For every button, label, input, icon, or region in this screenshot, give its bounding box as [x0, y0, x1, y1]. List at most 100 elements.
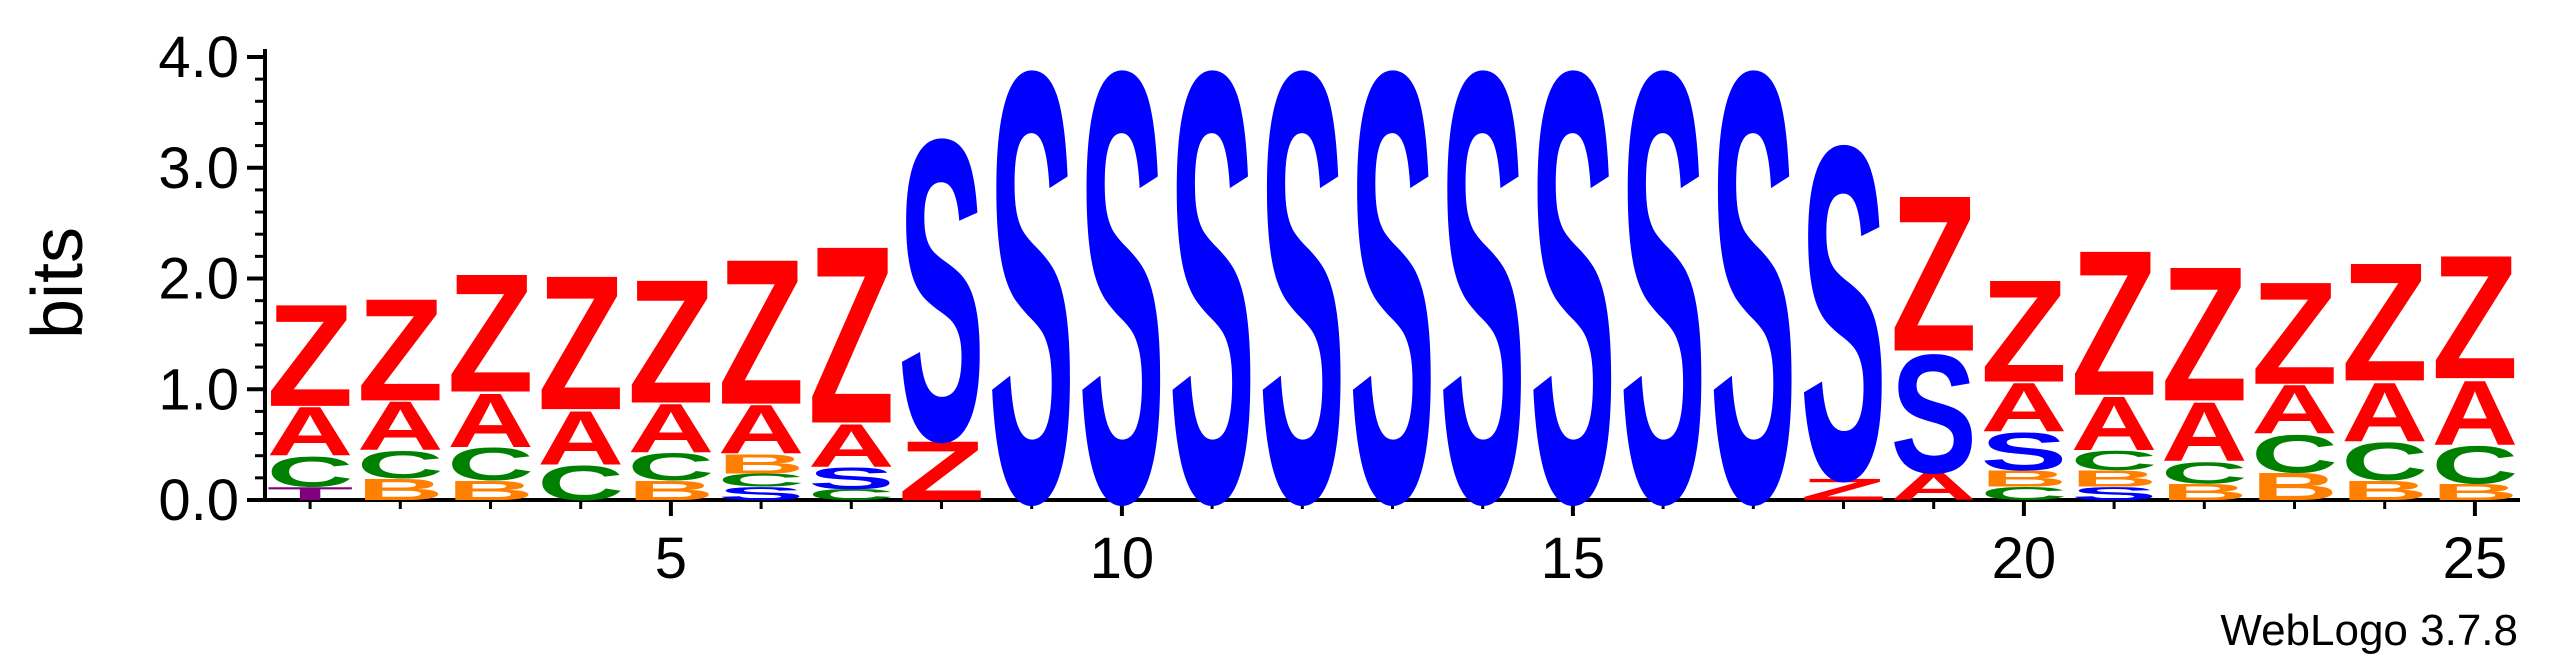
- logo-letter-B: B: [2341, 475, 2428, 506]
- y-tick-label: 1.0: [158, 357, 239, 422]
- logo-letter-S: S: [718, 483, 805, 504]
- logo-letter-C: C: [718, 470, 805, 491]
- logo-letter-B: B: [2161, 479, 2248, 505]
- logo-letter-A: A: [718, 391, 805, 469]
- logo-letter-B: B: [447, 475, 534, 506]
- logo-letter-Z: Z: [447, 240, 534, 429]
- logo-letter-S: S: [1439, 0, 1526, 631]
- logo-letter-B: B: [357, 472, 444, 506]
- logo-stack-11: S: [1169, 0, 1256, 631]
- logo-letter-Z: Z: [267, 274, 354, 437]
- logo-stack-12: S: [1259, 0, 1346, 631]
- logo-letter-C: C: [2251, 424, 2338, 484]
- logo-letter-Z: Z: [718, 216, 805, 448]
- logo-letter-A: A: [808, 412, 895, 480]
- logo-letter-Z: Z: [2432, 218, 2519, 416]
- logo-letter-Z: Z: [1800, 472, 1887, 506]
- logo-letter-C: C: [2071, 445, 2158, 476]
- logo-letter-S: S: [1890, 319, 1977, 509]
- logo-letter-C: C: [2161, 456, 2248, 490]
- x-tick-label: 5: [655, 526, 687, 591]
- logo-letter-A: A: [628, 389, 715, 467]
- logo-letter-C: C: [808, 486, 895, 503]
- logo-letter-A: A: [2071, 381, 2158, 467]
- logo-stack-4: CAZ: [537, 235, 624, 511]
- logo-letter-Z: Z: [2161, 226, 2248, 441]
- logo-letter-B: B: [1981, 466, 2068, 492]
- logo-letter-S: S: [1710, 0, 1797, 631]
- logo-letter-C: C: [357, 443, 444, 486]
- logo-letter-A: A: [2161, 385, 2248, 480]
- logo-letter-S: S: [2071, 483, 2158, 504]
- logo-letter-Z: Z: [357, 268, 444, 431]
- logo-stack-8: ZS: [898, 50, 985, 531]
- logo-letter-A: A: [1981, 368, 2068, 446]
- logo-letter-C: C: [2432, 435, 2519, 495]
- logo-stack-18: ZS: [1800, 48, 1887, 580]
- logo-letter-S: S: [808, 461, 895, 495]
- logo-letter-A: A: [537, 396, 624, 482]
- logo-letter-Z: Z: [537, 235, 624, 450]
- logo-letter-C: C: [1981, 483, 2068, 504]
- logo-letter-S: S: [1079, 0, 1166, 631]
- logo-letter-S: S: [1800, 48, 1887, 580]
- weblogo-credit: WebLogo 3.7.8: [2220, 606, 2518, 655]
- logo-letter-C: C: [267, 448, 354, 496]
- x-tick-label: 10: [1090, 526, 1155, 591]
- x-tick-label: 25: [2443, 526, 2508, 591]
- logo-letter-S: S: [1530, 0, 1617, 631]
- logo-letter-A: A: [357, 387, 444, 465]
- logo-letter-C: C: [447, 439, 534, 490]
- logo-letter-S: S: [1981, 422, 2068, 482]
- logo-letter-S: S: [988, 0, 1075, 631]
- logo-letter-S: S: [1259, 0, 1346, 631]
- logo-letter-B: B: [2432, 479, 2519, 505]
- logo-letter-Z: Z: [1890, 149, 1977, 398]
- logo-letter-A: A: [2341, 365, 2428, 460]
- logo-stack-19: ASZ: [1890, 149, 1977, 508]
- logo-letter-S: S: [898, 50, 985, 531]
- logo-stack-15: S: [1530, 0, 1617, 631]
- logo-stack-9: S: [988, 0, 1075, 631]
- logo-letter-B: B: [628, 475, 715, 506]
- logo-letter-B: B: [718, 449, 805, 480]
- logo-letter-B: B: [2251, 465, 2338, 508]
- logo-stack-17: S: [1710, 0, 1797, 631]
- logo-letter-C: C: [628, 445, 715, 488]
- logo-letter-Z: Z: [2071, 207, 2158, 439]
- y-axis-label: bits: [18, 227, 98, 339]
- logo-letter-Z: Z: [2341, 229, 2428, 418]
- logo-letter-Z: Z: [2251, 252, 2338, 415]
- logo-letter-C: C: [2341, 431, 2428, 491]
- logo-letter-A: A: [2432, 361, 2519, 465]
- logo-letter-S: S: [1169, 0, 1256, 631]
- logo-letter-C: C: [537, 456, 624, 511]
- logo-letter-A: A: [1890, 465, 1977, 508]
- logo-letter-A: A: [447, 378, 534, 464]
- logo-letter-B: B: [2071, 466, 2158, 492]
- x-tick-label: 15: [1541, 526, 1606, 591]
- logo-stack-13: S: [1349, 0, 1436, 631]
- logo-letter-T: T: [267, 484, 354, 504]
- logo-letter-S: S: [1620, 0, 1707, 631]
- logo-letter-Z: Z: [898, 423, 985, 518]
- logo-stack-10: S: [1079, 0, 1166, 631]
- logo-letter-A: A: [267, 393, 354, 471]
- y-tick-label: 4.0: [158, 25, 239, 90]
- logo-stack-14: S: [1439, 0, 1526, 631]
- y-tick-label: 0.0: [158, 468, 239, 533]
- logo-letter-Z: Z: [808, 193, 895, 477]
- y-tick-label: 2.0: [158, 247, 239, 312]
